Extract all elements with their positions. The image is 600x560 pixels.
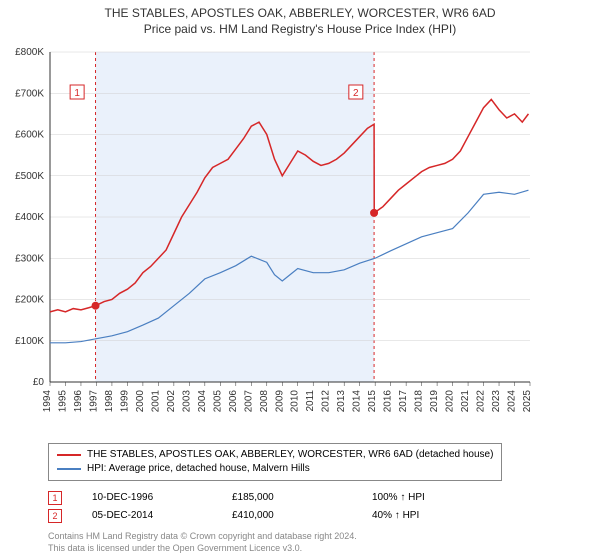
- svg-text:1: 1: [74, 88, 80, 99]
- svg-text:1996: 1996: [73, 390, 84, 413]
- svg-text:2015: 2015: [367, 390, 378, 413]
- svg-text:2024: 2024: [507, 390, 518, 413]
- svg-text:2000: 2000: [135, 390, 146, 413]
- footer-line: Contains HM Land Registry data © Crown c…: [48, 531, 600, 543]
- svg-text:£300K: £300K: [15, 253, 44, 264]
- svg-text:1994: 1994: [42, 390, 53, 413]
- svg-text:2020: 2020: [445, 390, 456, 413]
- svg-text:£800K: £800K: [15, 47, 44, 58]
- svg-text:2016: 2016: [383, 390, 394, 413]
- line-chart: £0 £100K £200K £300K £400K £500K £600K £700K £80…: [0, 42, 600, 437]
- transaction-table: 1 10-DEC-1996 £185,000 100% ↑ HPI 2 05-D…: [48, 489, 600, 525]
- legend: THE STABLES, APOSTLES OAK, ABBERLEY, WOR…: [48, 443, 502, 481]
- svg-text:2009: 2009: [274, 390, 285, 413]
- svg-text:£0: £0: [33, 377, 45, 388]
- svg-text:2022: 2022: [476, 390, 487, 413]
- svg-text:2010: 2010: [290, 390, 301, 413]
- chart-title-1: THE STABLES, APOSTLES OAK, ABBERLEY, WOR…: [0, 0, 600, 20]
- table-row: 2 05-DEC-2014 £410,000 40% ↑ HPI: [48, 507, 600, 525]
- legend-label: THE STABLES, APOSTLES OAK, ABBERLEY, WOR…: [87, 448, 493, 462]
- svg-text:£200K: £200K: [15, 295, 44, 306]
- svg-text:2002: 2002: [166, 390, 177, 413]
- footer-line: This data is licensed under the Open Gov…: [48, 543, 600, 555]
- svg-text:2007: 2007: [243, 390, 254, 413]
- svg-text:2018: 2018: [414, 390, 425, 413]
- svg-text:2012: 2012: [321, 390, 332, 413]
- svg-text:2013: 2013: [336, 390, 347, 413]
- svg-text:£400K: £400K: [15, 212, 44, 223]
- svg-text:2017: 2017: [398, 390, 409, 413]
- price-cell: £185,000: [232, 489, 372, 507]
- svg-text:2019: 2019: [429, 390, 440, 413]
- svg-text:2023: 2023: [491, 390, 502, 413]
- legend-item: THE STABLES, APOSTLES OAK, ABBERLEY, WOR…: [57, 448, 493, 462]
- delta-cell: 40% ↑ HPI: [372, 507, 512, 525]
- date-cell: 05-DEC-2014: [92, 507, 232, 525]
- svg-text:£100K: £100K: [15, 336, 44, 347]
- footer: Contains HM Land Registry data © Crown c…: [48, 531, 600, 554]
- svg-text:2014: 2014: [352, 390, 363, 413]
- svg-text:2005: 2005: [212, 390, 223, 413]
- price-cell: £410,000: [232, 507, 372, 525]
- svg-text:2025: 2025: [522, 390, 533, 413]
- svg-text:2021: 2021: [460, 390, 471, 413]
- svg-text:2011: 2011: [305, 390, 316, 412]
- svg-text:2001: 2001: [150, 390, 161, 413]
- legend-item: HPI: Average price, detached house, Malv…: [57, 462, 493, 476]
- marker-badge: 2: [48, 509, 62, 523]
- svg-text:2008: 2008: [259, 390, 270, 413]
- legend-swatch: [57, 454, 81, 456]
- chart-title-2: Price paid vs. HM Land Registry's House …: [0, 20, 600, 36]
- svg-text:1995: 1995: [57, 390, 68, 413]
- marker-badge: 1: [48, 491, 62, 505]
- legend-label: HPI: Average price, detached house, Malv…: [87, 462, 310, 476]
- svg-text:1998: 1998: [104, 390, 115, 413]
- svg-text:£500K: £500K: [15, 171, 44, 182]
- svg-text:2003: 2003: [181, 390, 192, 413]
- svg-text:2006: 2006: [228, 390, 239, 413]
- delta-cell: 100% ↑ HPI: [372, 489, 512, 507]
- svg-text:1997: 1997: [88, 390, 99, 413]
- table-row: 1 10-DEC-1996 £185,000 100% ↑ HPI: [48, 489, 600, 507]
- date-cell: 10-DEC-1996: [92, 489, 232, 507]
- svg-text:£600K: £600K: [15, 130, 44, 141]
- svg-text:£700K: £700K: [15, 88, 44, 99]
- svg-text:2004: 2004: [197, 390, 208, 413]
- svg-text:1999: 1999: [119, 390, 130, 413]
- legend-swatch: [57, 468, 81, 470]
- svg-text:2: 2: [353, 88, 359, 99]
